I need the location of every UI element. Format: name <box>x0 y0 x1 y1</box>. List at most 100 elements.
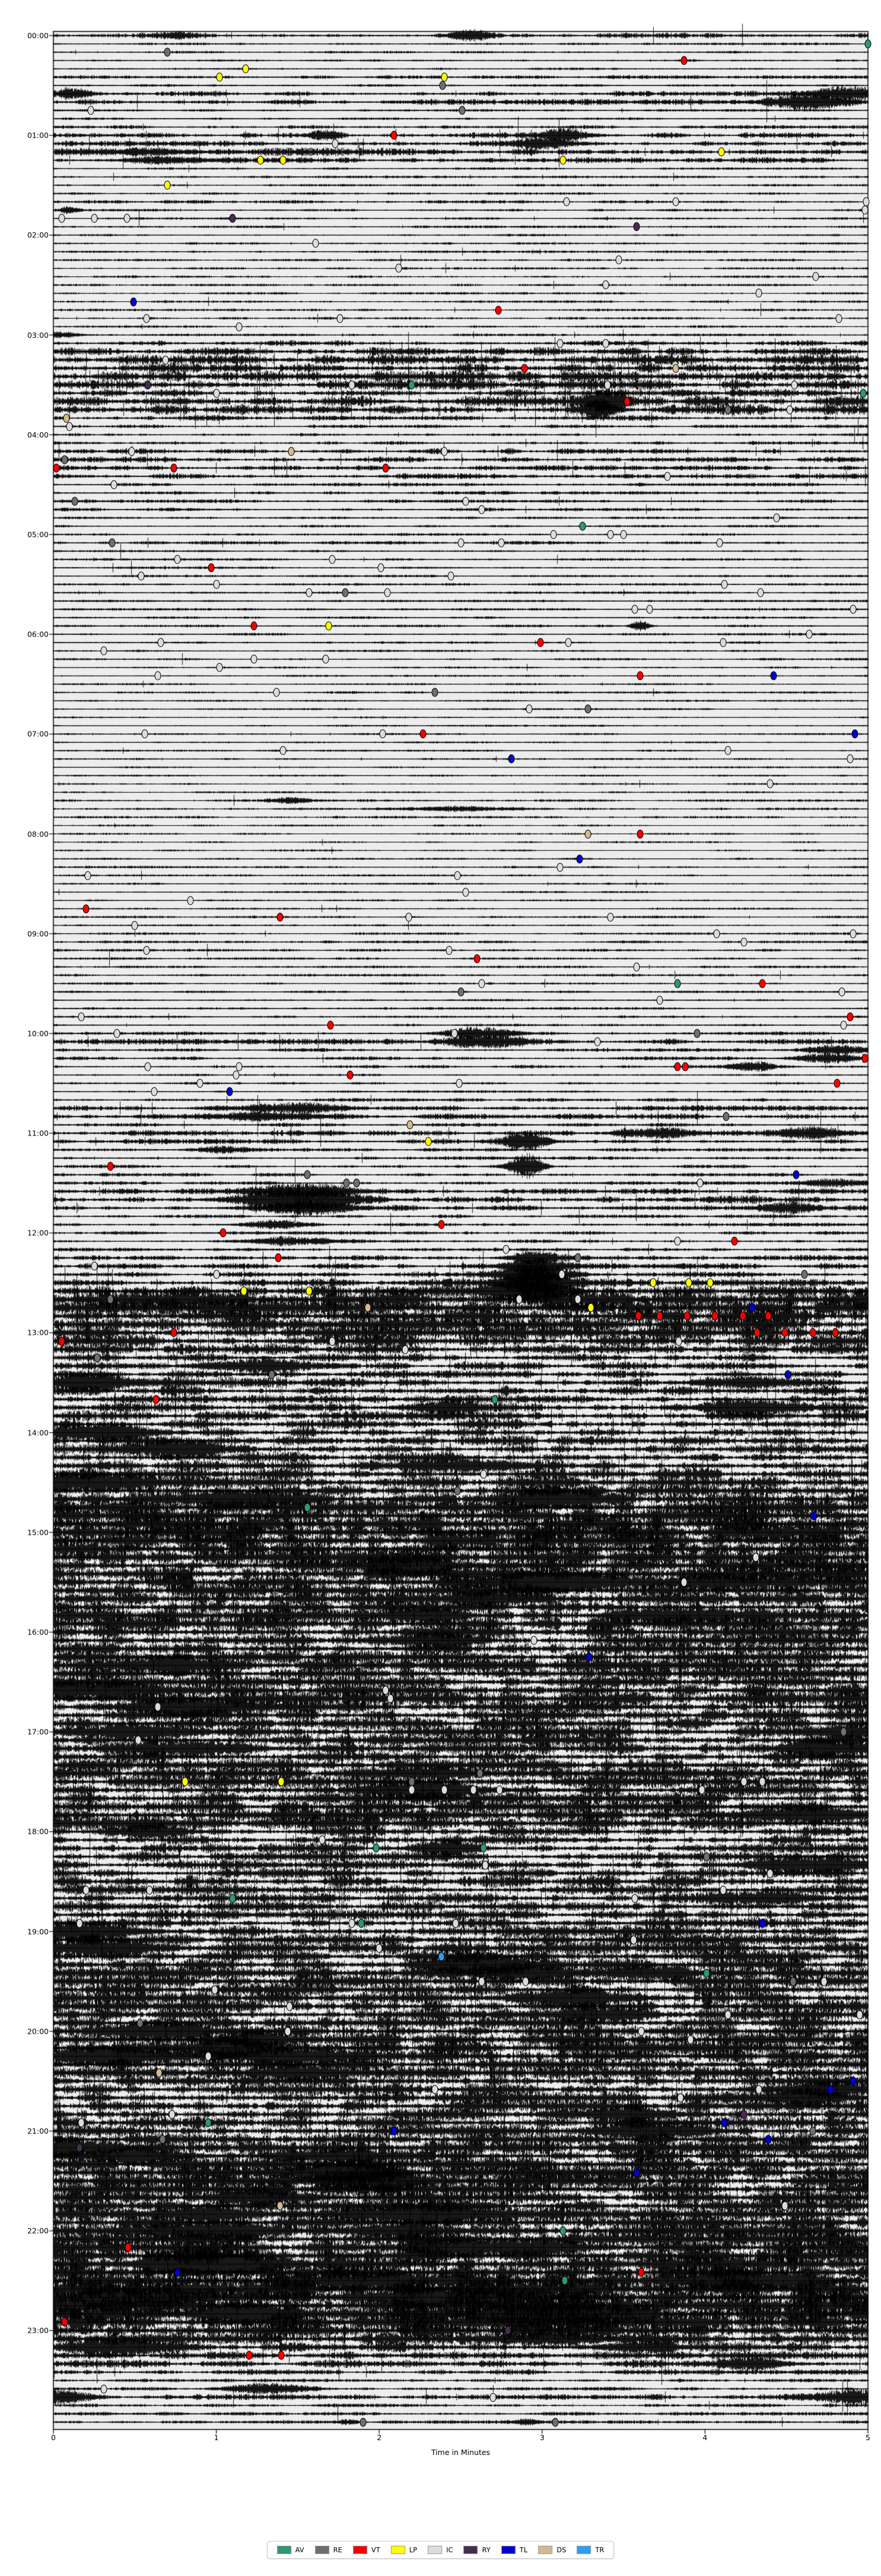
event-marker-RE[interactable] <box>159 2135 166 2144</box>
event-marker-IC[interactable] <box>187 896 194 905</box>
event-marker-RE[interactable] <box>790 1977 797 1986</box>
event-marker-RE[interactable] <box>94 1353 101 1363</box>
event-marker-IC[interactable] <box>755 288 762 298</box>
event-marker-IC[interactable] <box>123 214 131 223</box>
event-marker-RE[interactable] <box>360 2418 367 2427</box>
event-marker-VT[interactable] <box>382 463 389 473</box>
event-marker-VT[interactable] <box>152 1395 160 1404</box>
event-marker-TL[interactable] <box>793 1170 800 1179</box>
event-marker-IC[interactable] <box>478 505 485 514</box>
event-marker-IC[interactable] <box>516 1295 523 1304</box>
event-marker-TR[interactable] <box>438 1952 445 1961</box>
event-marker-IC[interactable] <box>633 962 640 972</box>
event-marker-VT[interactable] <box>220 1228 227 1238</box>
event-marker-IC[interactable] <box>773 513 780 523</box>
event-marker-VT[interactable] <box>781 1328 788 1337</box>
event-marker-TL[interactable] <box>576 854 583 864</box>
event-marker-DS[interactable] <box>584 829 591 839</box>
event-marker-AV[interactable] <box>205 2118 212 2127</box>
event-marker-IC[interactable] <box>526 704 533 714</box>
event-marker-RY[interactable] <box>229 214 236 223</box>
event-marker-IC[interactable] <box>698 1785 705 1795</box>
event-marker-VT[interactable] <box>809 1328 816 1337</box>
event-marker-IC[interactable] <box>724 2010 731 2020</box>
event-marker-IC[interactable] <box>724 746 731 755</box>
event-marker-RE[interactable] <box>107 1295 114 1304</box>
event-marker-TL[interactable] <box>390 2126 397 2136</box>
event-marker-IC[interactable] <box>720 638 727 647</box>
event-marker-TL[interactable] <box>633 2168 640 2177</box>
event-marker-DS[interactable] <box>276 2201 284 2211</box>
event-marker-RE[interactable] <box>476 1769 484 1778</box>
event-marker-IC[interactable] <box>376 1944 383 1953</box>
event-marker-IC[interactable] <box>329 555 336 564</box>
event-marker-RE[interactable] <box>353 1178 360 1188</box>
event-marker-IC[interactable] <box>791 380 798 390</box>
event-marker-IC[interactable] <box>478 979 485 988</box>
event-marker-IC[interactable] <box>713 929 720 939</box>
event-marker-AV[interactable] <box>358 1919 365 1928</box>
event-marker-VT[interactable] <box>739 1311 746 1321</box>
event-marker-TL[interactable] <box>130 297 137 306</box>
event-marker-IC[interactable] <box>100 2384 107 2394</box>
event-marker-IC[interactable] <box>306 588 313 597</box>
event-marker-IC[interactable] <box>447 571 454 581</box>
event-marker-AV[interactable] <box>480 1843 487 1853</box>
event-marker-IC[interactable] <box>766 779 774 788</box>
event-marker-IC[interactable] <box>402 1345 409 1354</box>
event-marker-VT[interactable] <box>473 954 481 963</box>
event-marker-IC[interactable] <box>273 688 280 697</box>
event-marker-IC[interactable] <box>850 929 857 939</box>
event-marker-IC[interactable] <box>716 538 723 548</box>
event-marker-IC[interactable] <box>66 422 73 431</box>
event-marker-IC[interactable] <box>319 1835 326 1844</box>
event-marker-VT[interactable] <box>683 1311 691 1321</box>
event-marker-IC[interactable] <box>168 2110 176 2119</box>
event-marker-VT[interactable] <box>753 1328 761 1337</box>
event-marker-TL[interactable] <box>850 2076 857 2086</box>
event-marker-IC[interactable] <box>565 638 572 647</box>
event-marker-IC[interactable] <box>604 380 611 390</box>
event-marker-AV[interactable] <box>304 1503 311 1512</box>
event-marker-IC[interactable] <box>143 314 150 323</box>
event-marker-IC[interactable] <box>720 1885 727 1895</box>
event-marker-IC[interactable] <box>312 238 319 248</box>
event-marker-IC[interactable] <box>630 1935 637 1945</box>
event-marker-IC[interactable] <box>78 1012 85 1022</box>
event-marker-IC[interactable] <box>615 255 622 265</box>
event-marker-IC[interactable] <box>348 1919 355 1928</box>
event-marker-IC[interactable] <box>336 314 344 323</box>
event-marker-AV[interactable] <box>408 380 415 390</box>
event-marker-VT[interactable] <box>637 829 644 839</box>
event-marker-IC[interactable] <box>847 754 854 764</box>
event-marker-VT[interactable] <box>759 979 765 988</box>
event-marker-IC[interactable] <box>174 555 181 564</box>
event-marker-RE[interactable] <box>164 47 171 57</box>
event-marker-IC[interactable] <box>78 2118 85 2127</box>
event-marker-TL[interactable] <box>759 1919 765 1928</box>
event-marker-IC[interactable] <box>213 580 220 589</box>
event-marker-IC[interactable] <box>522 1977 529 1986</box>
event-marker-RE[interactable] <box>431 688 438 697</box>
event-marker-RY[interactable] <box>504 2326 511 2335</box>
event-marker-VT[interactable] <box>638 2267 645 2277</box>
event-marker-DS[interactable] <box>288 447 295 456</box>
event-marker-IC[interactable] <box>602 280 609 290</box>
event-marker-IC[interactable] <box>387 1694 394 1703</box>
event-marker-IC[interactable] <box>322 654 329 664</box>
event-marker-IC[interactable] <box>196 1079 203 1088</box>
event-marker-IC[interactable] <box>482 1861 489 1870</box>
event-marker-IC[interactable] <box>131 921 138 930</box>
event-marker-RE[interactable] <box>694 1029 701 1038</box>
event-marker-IC[interactable] <box>863 197 870 206</box>
event-marker-IC[interactable] <box>135 1735 142 1745</box>
event-marker-IC[interactable] <box>556 863 564 872</box>
event-marker-AV[interactable] <box>229 1894 236 1903</box>
event-marker-IC[interactable] <box>405 912 412 922</box>
event-marker-RE[interactable] <box>304 1170 311 1179</box>
event-marker-IC[interactable] <box>213 1270 220 1279</box>
event-marker-IC[interactable] <box>462 888 469 897</box>
event-marker-VT[interactable] <box>832 1328 839 1337</box>
event-marker-VT[interactable] <box>834 1079 841 1088</box>
event-marker-RE[interactable] <box>552 2418 559 2427</box>
